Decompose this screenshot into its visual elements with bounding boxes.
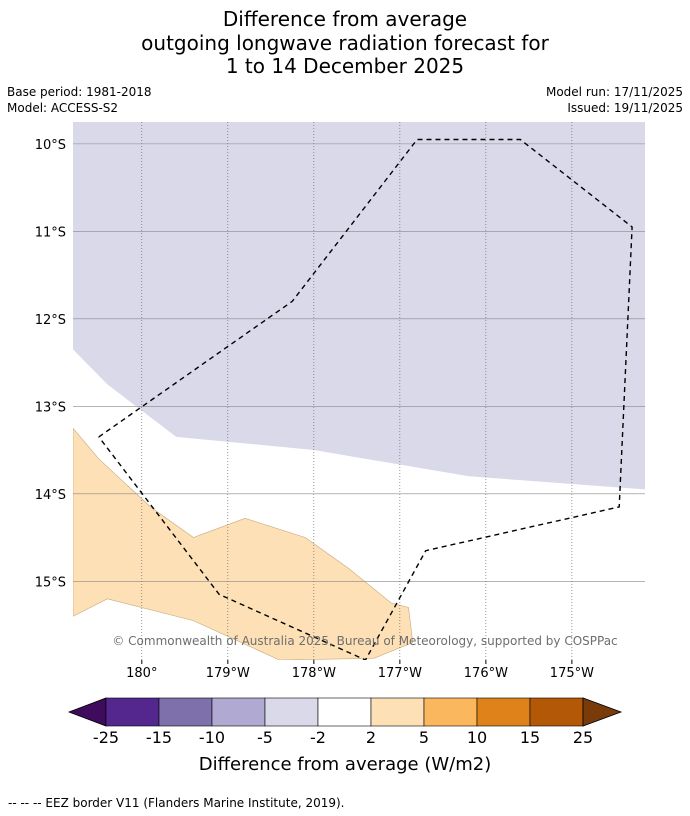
colorbar-swatch-0	[105, 697, 160, 727]
base-period-label: Base period: 1981-2018	[7, 85, 152, 99]
colorbar-tick-label-9: 25	[573, 728, 593, 747]
colorbar-tick-label-8: 15	[520, 728, 540, 747]
y-tick-label-1: 11°S	[35, 225, 66, 240]
chart-title-line-2: outgoing longwave radiation forecast for	[141, 31, 549, 55]
colorbar-under-arrow	[67, 697, 107, 727]
island-outline-3	[0, 0, 4, 5]
island-outline-1	[0, 0, 4, 5]
colorbar-tick-label-0: -25	[93, 728, 119, 747]
colorbar-swatch-8	[529, 697, 584, 727]
colorbar-label: Difference from average (W/m2)	[199, 754, 491, 775]
colorbar-swatch-1	[158, 697, 213, 727]
eez-border-line	[98, 138, 633, 660]
model-label: Model: ACCESS-S2	[7, 101, 119, 115]
colorbar-tick-label-7: 10	[467, 728, 487, 747]
colorbar-tick-label-6: 5	[419, 728, 429, 747]
x-tick-label-3: 177°W	[378, 666, 422, 681]
issued-label: Issued: 19/11/2025	[567, 101, 683, 115]
colorbar-swatch-7	[476, 697, 531, 727]
colorbar-tick-label-2: -10	[199, 728, 225, 747]
colorbar-tick-label-4: -2	[310, 728, 326, 747]
chart-title-line-1: Difference from average	[222, 7, 468, 31]
colorbar-swatch-6	[423, 697, 478, 727]
x-tick-label-5: 175°W	[550, 666, 594, 681]
eez-legend-footer: -- -- -- EEZ border V11 (Flanders Marine…	[8, 796, 345, 810]
copyright-note: © Commonwealth of Australia 2025, Bureau…	[112, 634, 617, 648]
model-run-label: Model run: 17/11/2025	[545, 85, 683, 99]
plot-area	[0, 0, 645, 660]
colorbar-over-arrow	[582, 697, 623, 727]
contour-band-4	[73, 122, 645, 490]
y-tick-label-5: 15°S	[35, 575, 66, 590]
colorbar-tick-label-5: 2	[366, 728, 376, 747]
colorbar-tick-label-1: -15	[146, 728, 172, 747]
x-tick-label-2: 178°W	[292, 666, 336, 681]
y-tick-label-4: 14°S	[35, 488, 66, 503]
colorbar-tick-label-3: -5	[257, 728, 273, 747]
island-outline-2	[0, 0, 4, 5]
colorbar-swatch-2	[211, 697, 266, 727]
x-tick-label-0: 180°	[126, 666, 157, 681]
colorbar-swatch-4	[317, 697, 372, 727]
x-tick-label-4: 176°W	[464, 666, 508, 681]
y-tick-label-2: 12°S	[35, 313, 66, 328]
y-tick-label-3: 13°S	[35, 400, 66, 415]
colorbar-swatch-5	[370, 697, 425, 727]
colorbar-swatch-3	[264, 697, 319, 727]
x-tick-label-1: 179°W	[206, 666, 250, 681]
y-tick-label-0: 10°S	[35, 138, 66, 153]
chart-title-line-3: 1 to 14 December 2025	[225, 54, 465, 78]
